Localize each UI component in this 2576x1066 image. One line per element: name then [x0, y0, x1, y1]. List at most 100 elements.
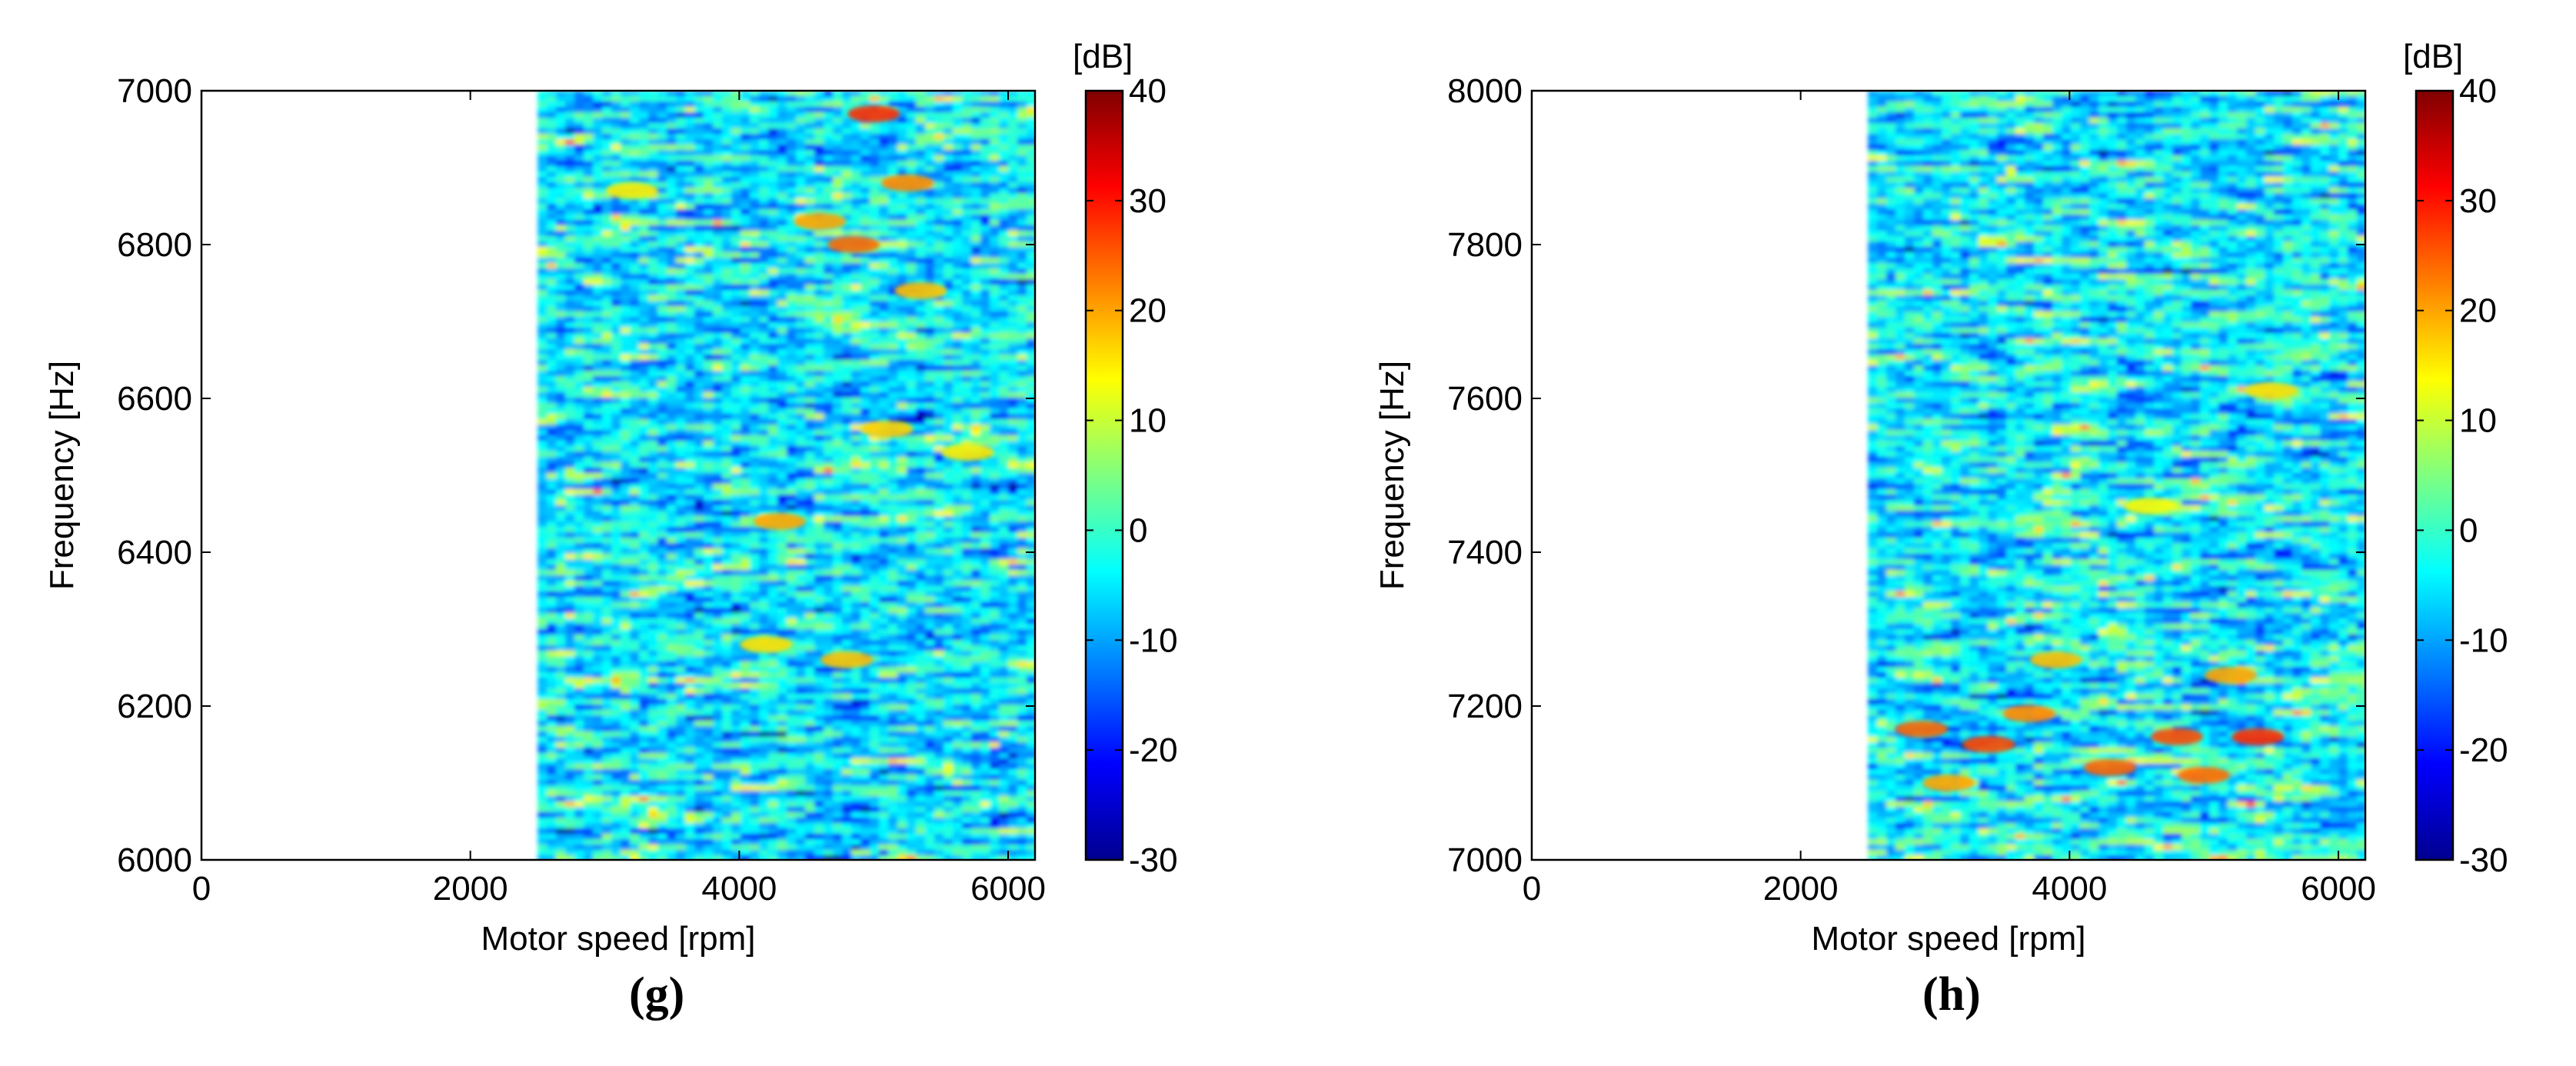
heatmap-cell: [1008, 468, 1019, 474]
heatmap-cell: [916, 204, 927, 210]
heatmap-cell: [722, 231, 733, 237]
heatmap-cell: [685, 263, 696, 269]
heatmap-cell: [667, 581, 677, 587]
heatmap-cell: [879, 548, 890, 555]
heatmap-cell: [814, 317, 825, 323]
heatmap-cell: [593, 414, 604, 420]
heatmap-cell: [731, 182, 742, 188]
heatmap-cell: [713, 274, 724, 280]
heatmap-cell: [944, 290, 954, 296]
heatmap-cell: [833, 403, 844, 409]
heatmap-cell: [768, 376, 779, 382]
heatmap-cell: [897, 252, 908, 258]
heatmap-cell: [750, 360, 760, 366]
heatmap-cell: [879, 128, 890, 135]
heatmap-cell: [741, 559, 751, 565]
heatmap-cell: [1008, 306, 1019, 312]
heatmap-cell: [639, 322, 650, 328]
heatmap-cell: [980, 102, 991, 108]
heatmap-cell: [556, 575, 567, 581]
heatmap-cell: [547, 182, 557, 188]
heatmap-cell: [1017, 468, 1028, 474]
heatmap-cell: [547, 177, 557, 183]
heatmap-cell: [565, 328, 576, 334]
heatmap-cell: [685, 565, 696, 571]
heatmap-cell: [667, 344, 677, 350]
heatmap-cell: [676, 451, 687, 458]
heatmap-cell: [897, 220, 908, 226]
heatmap-cell: [537, 392, 548, 398]
heatmap-cell: [842, 559, 853, 565]
heatmap-cell: [611, 306, 622, 312]
heatmap-cell: [934, 371, 945, 377]
heatmap-cell: [925, 150, 936, 156]
heatmap-cell: [805, 548, 816, 555]
heatmap-cell: [833, 177, 844, 183]
heatmap-cell: [870, 489, 880, 495]
heatmap-cell: [787, 495, 797, 501]
heatmap-cell: [611, 355, 622, 361]
heatmap-cell: [833, 161, 844, 167]
heatmap-cell: [574, 495, 585, 501]
heatmap-cell: [713, 102, 724, 108]
heatmap-cell: [1017, 188, 1028, 194]
heatmap-cell: [621, 155, 631, 162]
heatmap-cell: [713, 215, 724, 221]
heatmap-cell: [999, 161, 1010, 167]
heatmap-cell: [870, 360, 880, 366]
heatmap-cell: [953, 215, 964, 221]
heatmap-cell: [648, 155, 659, 162]
heatmap-cell: [731, 242, 742, 248]
heatmap-cell: [870, 484, 880, 490]
heatmap-cell: [685, 258, 696, 264]
heatmap-cell: [639, 425, 650, 431]
heatmap-cell: [888, 102, 899, 108]
heatmap-cell: [944, 403, 954, 409]
heatmap-cell: [962, 462, 973, 468]
heatmap-cell: [879, 91, 890, 97]
heatmap-cell: [870, 338, 880, 345]
heatmap-cell: [897, 387, 908, 393]
heatmap-cell: [870, 268, 880, 275]
heatmap-cell: [593, 441, 604, 447]
heatmap-cell: [962, 236, 973, 242]
heatmap-cell: [851, 91, 862, 97]
heatmap-cell: [897, 419, 908, 425]
heatmap-cell: [759, 446, 770, 452]
heatmap-cell: [1027, 317, 1035, 323]
heatmap-cell: [621, 295, 631, 301]
heatmap-cell: [990, 521, 1000, 528]
heatmap-cell: [990, 473, 1000, 479]
heatmap-cell: [1027, 139, 1035, 145]
heatmap-cell: [971, 554, 982, 560]
heatmap-cell: [667, 548, 677, 555]
heatmap-cell: [787, 161, 797, 167]
heatmap-cell: [694, 495, 705, 501]
heatmap-cell: [962, 301, 973, 307]
heatmap-cell: [777, 548, 788, 555]
heatmap-cell: [1017, 91, 1028, 97]
heatmap-cell: [870, 295, 880, 301]
heatmap-cell: [611, 252, 622, 258]
heatmap-cell: [842, 328, 853, 334]
heatmap-cell: [999, 150, 1010, 156]
heatmap-cell: [713, 220, 724, 226]
heatmap-cell: [953, 387, 964, 393]
heatmap-cell: [1008, 139, 1019, 145]
heatmap-cell: [925, 505, 936, 511]
heatmap-cell: [980, 570, 991, 576]
heatmap-cell: [667, 457, 677, 463]
heatmap-cell: [971, 306, 982, 312]
heatmap-cell: [657, 242, 668, 248]
heatmap-cell: [547, 107, 557, 113]
heatmap-cell: [851, 419, 862, 425]
heatmap-cell: [805, 365, 816, 371]
heatmap-cell: [584, 441, 594, 447]
heatmap-cell: [934, 161, 945, 167]
heatmap-cell: [944, 285, 954, 291]
heatmap-cell: [1008, 532, 1019, 538]
heatmap-cell: [537, 204, 548, 210]
heatmap-cell: [944, 128, 954, 135]
heatmap-cell: [916, 333, 927, 339]
heatmap-cell: [999, 188, 1010, 194]
